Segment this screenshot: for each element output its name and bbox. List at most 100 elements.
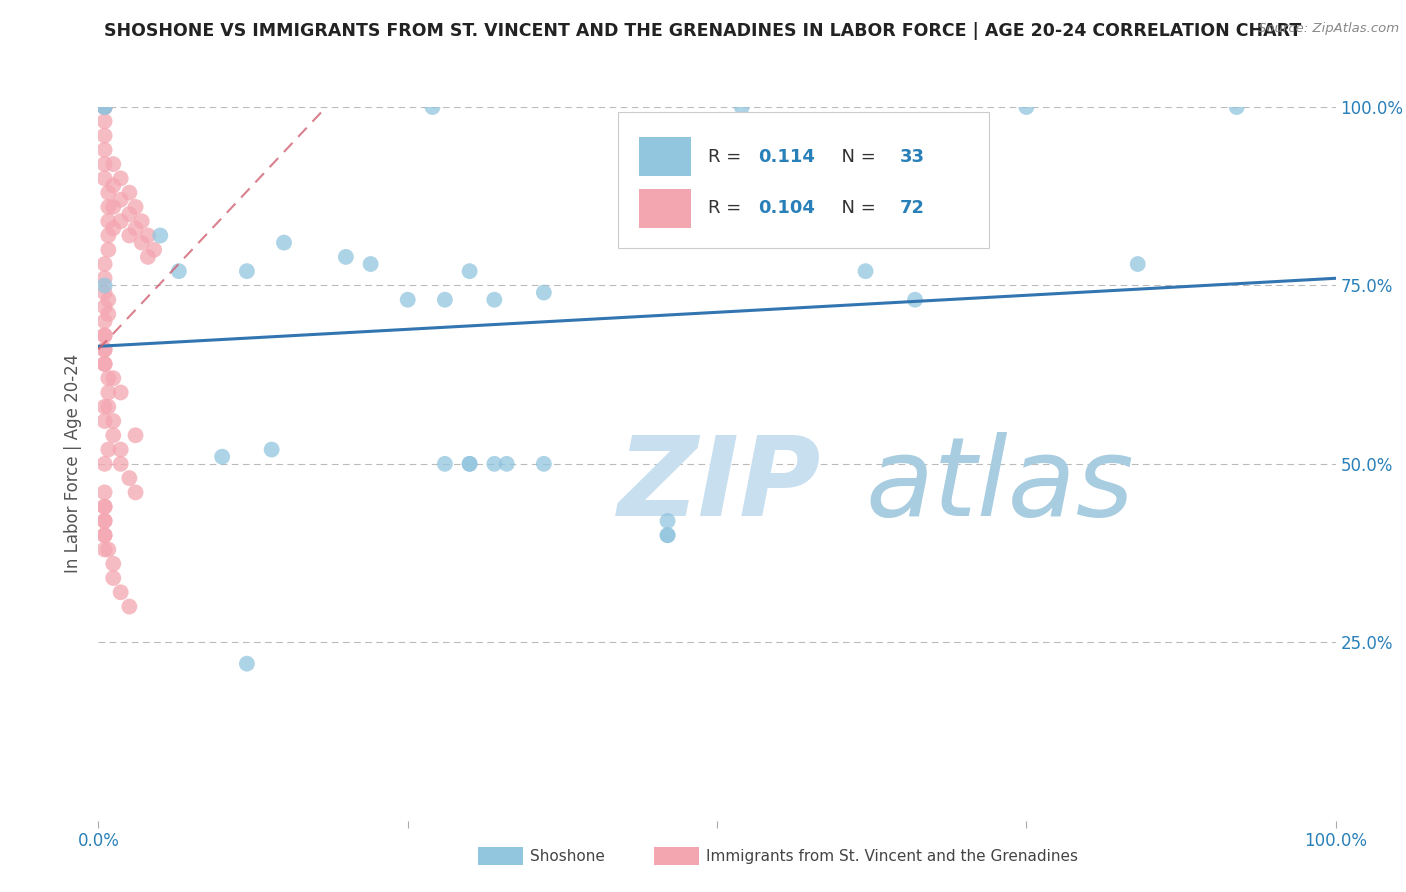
Point (93, 100, 115, 114)
Point (97, 542, 120, 557)
Y-axis label: In Labor Force | Age 20-24: In Labor Force | Age 20-24 (65, 354, 83, 574)
Point (904, 293, 927, 307)
Text: atlas: atlas (866, 432, 1135, 539)
Point (131, 235, 153, 250)
Point (124, 485, 146, 500)
FancyBboxPatch shape (640, 137, 692, 177)
Point (118, 228, 141, 243)
Point (1226, 100, 1249, 114)
Point (396, 293, 419, 307)
Point (422, 100, 444, 114)
Point (97, 307, 120, 321)
Point (93, 100, 115, 114)
Point (97, 385, 120, 400)
Text: SHOSHONE VS IMMIGRANTS FROM ST. VINCENT AND THE GRENADINES IN LABOR FORCE | AGE : SHOSHONE VS IMMIGRANTS FROM ST. VINCENT … (104, 22, 1302, 40)
Point (118, 599, 141, 614)
Text: Immigrants from St. Vincent and the Grenadines: Immigrants from St. Vincent and the Gren… (706, 849, 1078, 863)
Point (433, 457, 456, 471)
Point (149, 228, 172, 243)
Point (855, 264, 877, 278)
Point (93, 278, 115, 293)
Point (110, 385, 132, 400)
Point (458, 264, 481, 278)
Point (93, 485, 115, 500)
Point (93, 400, 115, 414)
Text: R =: R = (709, 148, 748, 166)
Point (93, 285, 115, 300)
Point (103, 178, 125, 193)
Point (657, 528, 679, 542)
Point (93, 528, 115, 542)
Point (93, 528, 115, 542)
Point (484, 457, 506, 471)
Point (93, 414, 115, 428)
Point (97, 293, 120, 307)
Point (103, 200, 125, 214)
Point (93, 143, 115, 157)
Point (136, 250, 159, 264)
Text: N =: N = (830, 200, 882, 218)
Point (93, 500, 115, 514)
Point (458, 457, 481, 471)
Point (533, 285, 555, 300)
Point (1015, 100, 1038, 114)
Point (236, 657, 259, 671)
Text: N =: N = (830, 148, 882, 166)
Point (103, 571, 125, 585)
Point (97, 371, 120, 385)
FancyBboxPatch shape (640, 189, 692, 228)
Text: 0.104: 0.104 (758, 200, 814, 218)
Point (93, 128, 115, 143)
Point (458, 457, 481, 471)
Point (484, 293, 506, 307)
Point (93, 500, 115, 514)
Point (93, 343, 115, 357)
Point (93, 514, 115, 528)
Point (97, 186, 120, 200)
Point (93, 328, 115, 343)
Point (136, 228, 159, 243)
Point (97, 243, 120, 257)
Point (124, 221, 146, 235)
Point (103, 428, 125, 442)
Point (657, 528, 679, 542)
Point (97, 442, 120, 457)
Point (93, 328, 115, 343)
Point (211, 450, 233, 464)
Point (93, 357, 115, 371)
Point (103, 371, 125, 385)
Point (93, 343, 115, 357)
Point (657, 514, 679, 528)
Point (103, 557, 125, 571)
Point (103, 157, 125, 171)
Point (131, 214, 153, 228)
Point (103, 221, 125, 235)
Point (103, 414, 125, 428)
Point (110, 585, 132, 599)
Point (97, 214, 120, 228)
Text: Shoshone: Shoshone (530, 849, 605, 863)
Text: 0.114: 0.114 (758, 148, 814, 166)
Point (93, 114, 115, 128)
Point (118, 186, 141, 200)
Point (93, 271, 115, 285)
Point (93, 157, 115, 171)
Point (93, 457, 115, 471)
Point (93, 542, 115, 557)
Point (93, 314, 115, 328)
Point (124, 428, 146, 442)
Point (110, 171, 132, 186)
Point (335, 250, 357, 264)
Point (260, 442, 283, 457)
Point (93, 514, 115, 528)
Point (110, 214, 132, 228)
FancyBboxPatch shape (619, 112, 990, 248)
Point (118, 471, 141, 485)
Point (110, 457, 132, 471)
Point (110, 193, 132, 207)
Point (731, 100, 754, 114)
Point (93, 100, 115, 114)
Point (143, 243, 166, 257)
Point (167, 264, 190, 278)
Text: R =: R = (709, 200, 748, 218)
